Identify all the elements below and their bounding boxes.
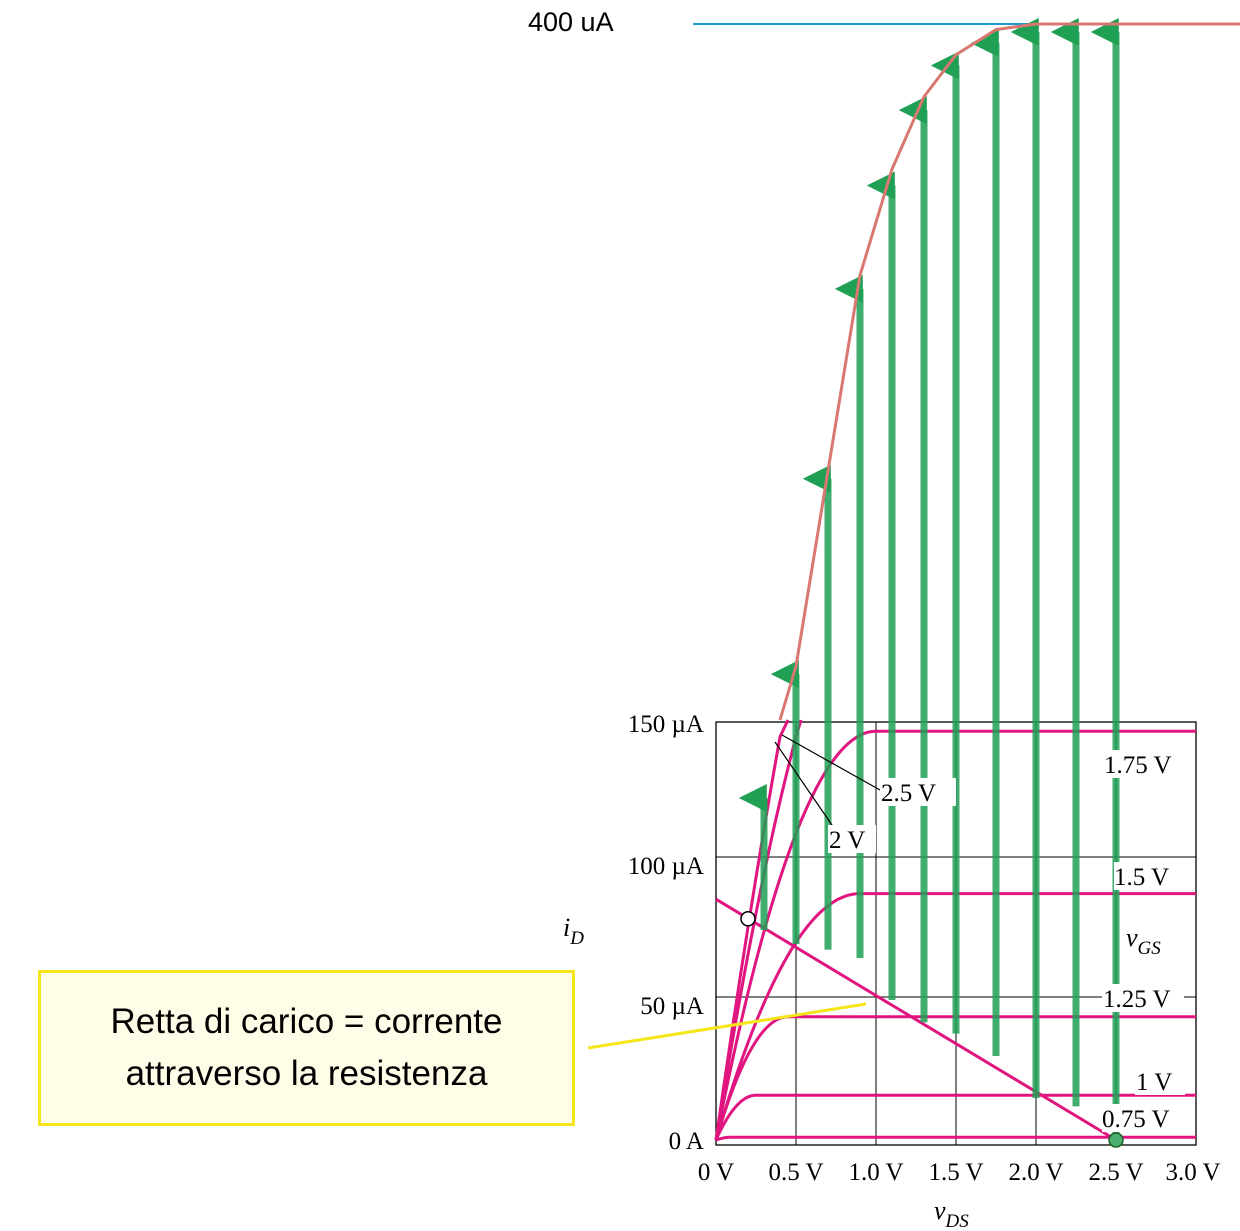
curve-label-bg bbox=[1102, 1104, 1186, 1132]
x-axis-title: vDS bbox=[934, 1196, 969, 1231]
x-tick-label: 1.0 V bbox=[848, 1159, 903, 1186]
curve-label-bg bbox=[1114, 862, 1182, 890]
reference-level-label: 400 uA bbox=[528, 7, 614, 37]
y-tick-label: 150 µA bbox=[628, 711, 704, 738]
curve-label-1-75v: 1.75 V bbox=[1104, 752, 1172, 779]
curve-label-1-5v: 1.5 V bbox=[1114, 864, 1169, 891]
x-tick-label: 2.0 V bbox=[1008, 1159, 1063, 1186]
load-line-group bbox=[715, 897, 1117, 1142]
curve-label-0-75v: 0.75 V bbox=[1102, 1106, 1170, 1133]
x-tick-label: 2.5 V bbox=[1088, 1159, 1143, 1186]
callout-text: Retta di carico = corrente attraverso la… bbox=[111, 996, 503, 1100]
characteristic-curve bbox=[714, 1093, 1196, 1141]
x-tick-label: 0.5 V bbox=[768, 1159, 823, 1186]
curve-label-bg bbox=[1102, 984, 1184, 1012]
characteristic-curve bbox=[714, 892, 1196, 1141]
load-line-callout: Retta di carico = corrente attraverso la… bbox=[38, 970, 575, 1126]
curve-label-2-5v: 2.5 V bbox=[881, 780, 936, 807]
vgs-symbol: v bbox=[1126, 923, 1138, 952]
curve-labels: 1.75 V 1.5 V 1.25 V 1 V 0.75 V 2.5 V 2 V bbox=[828, 750, 1189, 1133]
vgs-family-label: vGS bbox=[1126, 923, 1161, 959]
characteristic-curves bbox=[714, 719, 1196, 1142]
characteristic-curve bbox=[714, 719, 790, 1141]
curve-label-bg bbox=[828, 825, 876, 853]
leader-2-5v bbox=[781, 734, 881, 791]
y-axis-subscript: D bbox=[569, 928, 584, 949]
transfer-curve bbox=[778, 22, 1240, 721]
x-tick-label: 1.5 V bbox=[928, 1159, 983, 1186]
load-line bbox=[715, 897, 1117, 1142]
y-tick-label: 0 A bbox=[669, 1128, 704, 1155]
x-axis-symbol: v bbox=[934, 1196, 946, 1225]
vgs-subscript: GS bbox=[1138, 938, 1162, 959]
x-tick-labels: 0 V 0.5 V 1.0 V 1.5 V 2.0 V 2.5 V 3.0 V bbox=[698, 1159, 1221, 1186]
y-axis-title: iD bbox=[563, 913, 584, 949]
callout-line-1: Retta di carico = corrente bbox=[110, 1002, 503, 1041]
operating-point bbox=[740, 911, 756, 927]
leader-2v bbox=[774, 741, 835, 829]
curve-label-bg bbox=[1135, 1068, 1185, 1095]
operating-point bbox=[1108, 1132, 1124, 1148]
callout-line-2: attraverso la resistenza bbox=[125, 1054, 488, 1093]
y-tick-label: 50 µA bbox=[640, 993, 704, 1020]
y-axis-symbol: i bbox=[563, 913, 570, 942]
callout-pointer bbox=[587, 1002, 867, 1050]
operating-points bbox=[740, 911, 1124, 1148]
characteristic-curve bbox=[714, 719, 803, 1141]
curve-label-1-25v: 1.25 V bbox=[1103, 986, 1171, 1013]
x-tick-label: 0 V bbox=[698, 1159, 734, 1186]
characteristic-curve bbox=[715, 1135, 1196, 1142]
y-tick-labels: 0 A 50 µA 100 µA 150 µA bbox=[628, 711, 704, 1155]
curve-label-bg bbox=[1103, 750, 1189, 778]
curve-label-bg bbox=[880, 778, 956, 806]
x-tick-label: 3.0 V bbox=[1165, 1159, 1220, 1186]
current-arrows bbox=[738, 17, 1120, 1140]
y-tick-label: 100 µA bbox=[628, 853, 704, 880]
curve-label-1v: 1 V bbox=[1136, 1069, 1172, 1096]
x-axis-subscript: DS bbox=[945, 1211, 970, 1231]
curve-label-2v: 2 V bbox=[829, 827, 865, 854]
